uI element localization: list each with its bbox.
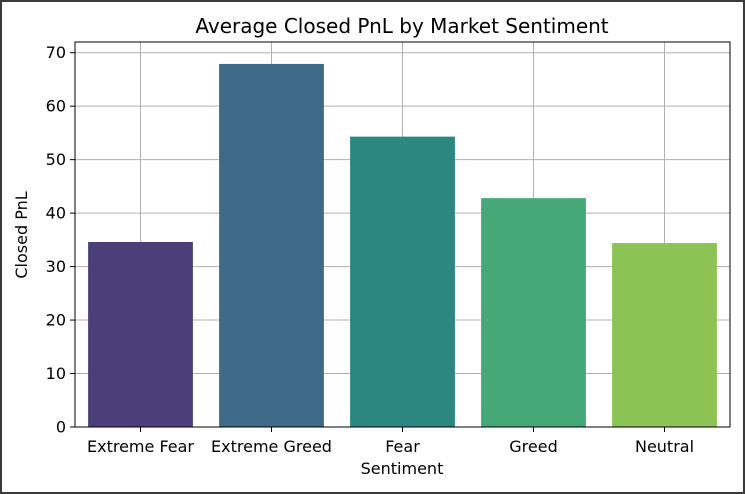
x-tick-label: Greed (509, 437, 557, 456)
y-tick-label: 60 (46, 97, 66, 116)
bar (612, 243, 717, 427)
x-axis-title: Sentiment (361, 459, 444, 478)
y-tick-label: 40 (46, 204, 66, 223)
y-axis-ticks: 0 10 20 30 40 50 60 70 (46, 43, 75, 437)
y-tick-label: 0 (56, 418, 66, 437)
bar (219, 63, 324, 427)
y-tick-label: 20 (46, 311, 66, 330)
x-tick-label: Extreme Greed (211, 437, 332, 456)
y-tick-label: 10 (46, 364, 66, 383)
y-tick-label: 70 (46, 43, 66, 62)
x-axis-ticks: Extreme Fear Extreme Greed Fear Greed Neutra… (87, 427, 694, 456)
x-tick-label: Extreme Fear (87, 437, 194, 456)
bar (481, 198, 586, 427)
x-tick-label: Fear (385, 437, 420, 456)
bars (88, 63, 717, 428)
chart-title: Average Closed PnL by Market Sentiment (195, 14, 608, 38)
y-tick-label: 30 (46, 257, 66, 276)
bar (88, 241, 193, 427)
bar (350, 136, 455, 428)
y-axis-title: Closed PnL (12, 191, 31, 278)
x-tick-label: Neutral (635, 437, 694, 456)
y-tick-label: 50 (46, 150, 66, 169)
